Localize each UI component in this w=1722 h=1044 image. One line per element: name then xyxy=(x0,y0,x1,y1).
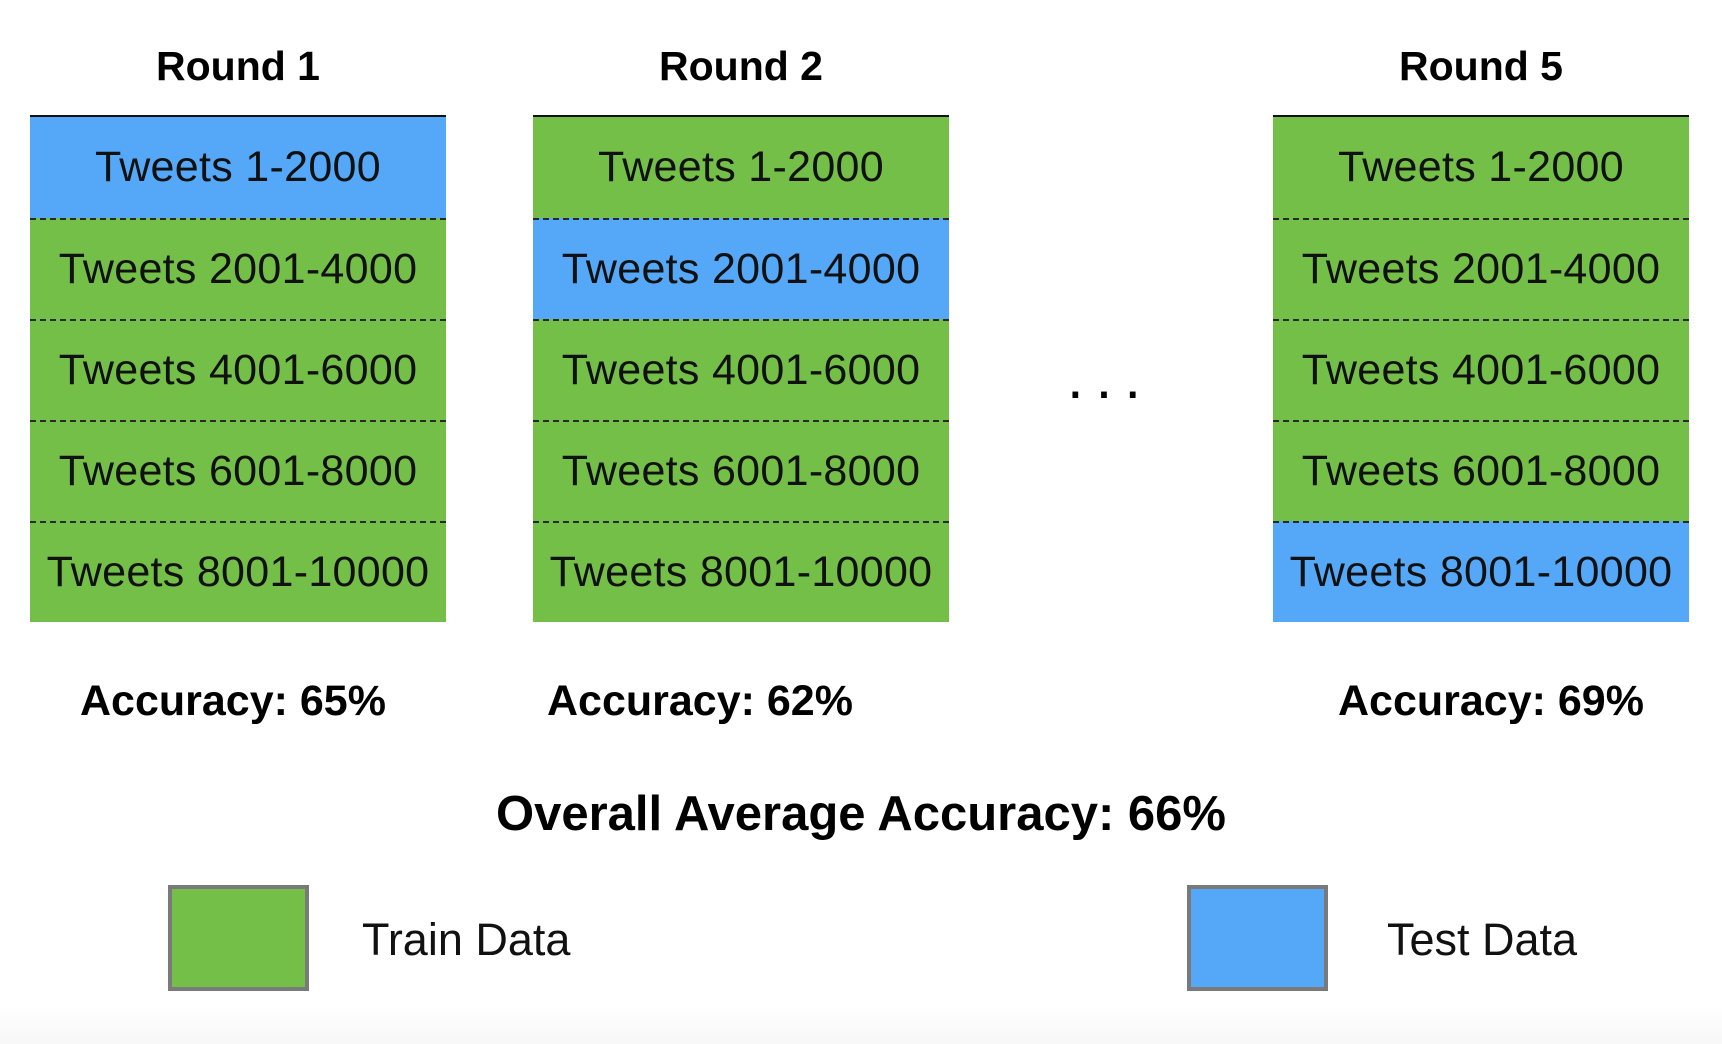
fold-stack: Tweets 1-2000 Tweets 2001-4000 Tweets 40… xyxy=(533,115,949,622)
fold-stack: Tweets 1-2000 Tweets 2001-4000 Tweets 40… xyxy=(30,115,446,622)
fold-cell: Tweets 8001-10000 xyxy=(533,521,949,622)
test-legend-label: Test Data xyxy=(1387,914,1578,965)
fold-cell: Tweets 4001-6000 xyxy=(533,319,949,420)
fold-cell: Tweets 2001-4000 xyxy=(533,218,949,319)
overall-accuracy: Overall Average Accuracy: 66% xyxy=(496,787,1226,841)
fold-cell: Tweets 1-2000 xyxy=(1273,117,1689,218)
fold-cell: Tweets 2001-4000 xyxy=(30,218,446,319)
round-title: Round 2 xyxy=(659,43,823,89)
train-legend-swatch xyxy=(168,885,309,991)
round-title: Round 1 xyxy=(156,43,320,89)
round-5: Round 5 Tweets 1-2000 Tweets 2001-4000 T… xyxy=(1273,0,1689,760)
round-2-accuracy: Accuracy: 62% xyxy=(547,677,853,725)
round-1-accuracy: Accuracy: 65% xyxy=(80,677,386,725)
fold-cell: Tweets 6001-8000 xyxy=(1273,420,1689,521)
fold-cell: Tweets 2001-4000 xyxy=(1273,218,1689,319)
fold-cell: Tweets 8001-10000 xyxy=(30,521,446,622)
fold-cell: Tweets 1-2000 xyxy=(30,117,446,218)
fold-cell: Tweets 4001-6000 xyxy=(1273,319,1689,420)
fold-cell: Tweets 1-2000 xyxy=(533,117,949,218)
fold-cell: Tweets 6001-8000 xyxy=(30,420,446,521)
test-legend-swatch xyxy=(1187,885,1328,991)
fold-cell: Tweets 6001-8000 xyxy=(533,420,949,521)
fold-stack: Tweets 1-2000 Tweets 2001-4000 Tweets 40… xyxy=(1273,115,1689,622)
ellipsis: ... xyxy=(1066,344,1153,411)
fold-cell: Tweets 4001-6000 xyxy=(30,319,446,420)
round-title: Round 5 xyxy=(1399,43,1563,89)
train-legend-label: Train Data xyxy=(362,914,571,965)
fold-cell: Tweets 8001-10000 xyxy=(1273,521,1689,622)
round-5-accuracy: Accuracy: 69% xyxy=(1338,677,1644,725)
round-2: Round 2 Tweets 1-2000 Tweets 2001-4000 T… xyxy=(533,0,949,760)
round-1: Round 1 Tweets 1-2000 Tweets 2001-4000 T… xyxy=(30,0,446,760)
